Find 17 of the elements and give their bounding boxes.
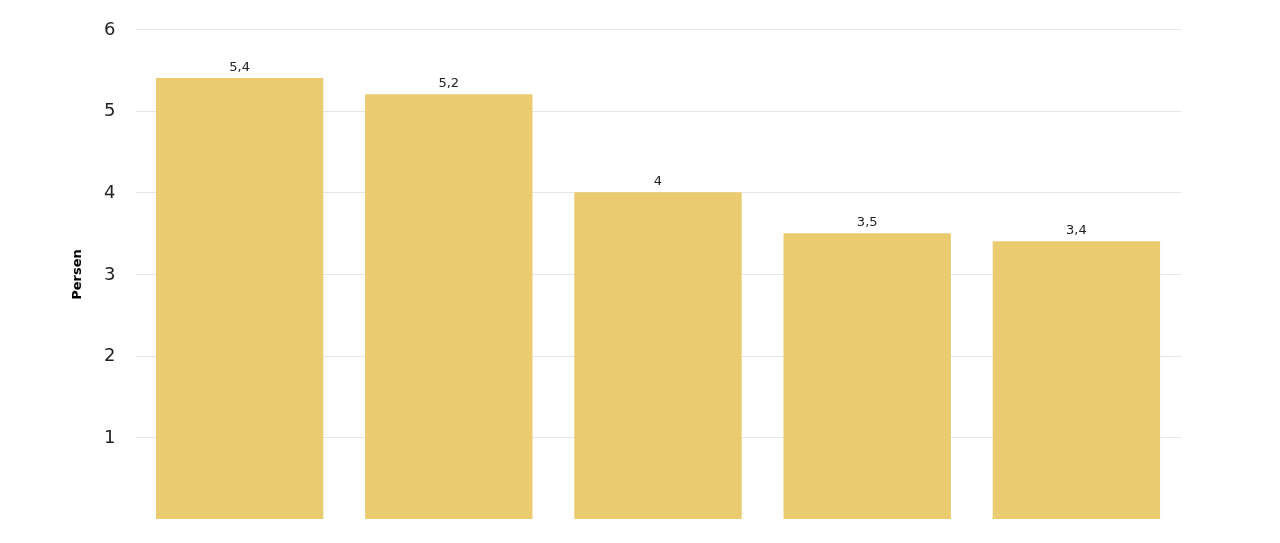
y-tick-label: 5: [104, 99, 116, 121]
y-tick-label: 2: [104, 344, 116, 366]
y-tick-label: 6: [104, 17, 116, 39]
y-tick-label: 4: [104, 180, 116, 202]
data-label: 5,4: [229, 59, 250, 74]
data-label: 4: [653, 173, 663, 189]
bar: [155, 78, 324, 519]
data-label: 3,4: [1066, 222, 1087, 238]
bar: [574, 192, 742, 519]
y-axis-title: Persen: [69, 249, 85, 300]
y-tick-label: 3: [104, 262, 116, 284]
bar: [365, 94, 533, 519]
data-label: 5,2: [438, 75, 460, 91]
data-label: 3,5: [856, 214, 878, 230]
bar: [992, 241, 1161, 519]
y-tick-label: 1: [104, 425, 116, 447]
bar: [783, 233, 951, 519]
